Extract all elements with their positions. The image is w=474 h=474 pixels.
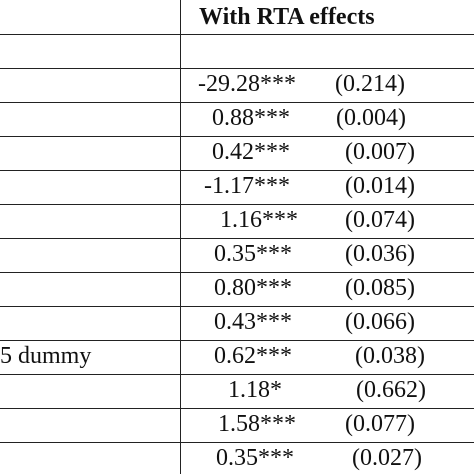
std-error-cell: (0.085) (345, 275, 415, 301)
coefficient-cell: 0.42*** (212, 139, 290, 165)
coefficient-cell: 0.80*** (214, 275, 292, 301)
coefficient-cell: 1.16*** (220, 207, 298, 233)
std-error-cell: (0.038) (355, 343, 425, 369)
coefficient-cell: 0.62*** (214, 343, 292, 369)
row-label: 5 dummy (0, 343, 92, 369)
row-divider (0, 408, 474, 409)
row-divider (0, 442, 474, 443)
row-divider (0, 272, 474, 273)
coefficient-cell: 1.58*** (218, 411, 296, 437)
std-error-cell: (0.036) (345, 241, 415, 267)
std-error-cell: (0.662) (356, 377, 426, 403)
row-divider (0, 306, 474, 307)
column-divider (180, 0, 181, 474)
row-divider (0, 136, 474, 137)
std-error-cell: (0.027) (352, 445, 422, 471)
column-header-with-rta-effects: With RTA effects (199, 4, 375, 30)
std-error-cell: (0.077) (345, 411, 415, 437)
coefficient-cell: 1.18* (228, 377, 282, 403)
row-divider (0, 238, 474, 239)
row-divider (0, 34, 474, 35)
row-divider (0, 204, 474, 205)
std-error-cell: (0.004) (336, 105, 406, 131)
row-divider (0, 374, 474, 375)
coefficient-cell: 0.35*** (214, 241, 292, 267)
std-error-cell: (0.214) (335, 71, 405, 97)
std-error-cell: (0.074) (345, 207, 415, 233)
std-error-cell: (0.066) (345, 309, 415, 335)
coefficient-cell: 0.43*** (214, 309, 292, 335)
coefficient-cell: 0.35*** (216, 445, 294, 471)
coefficient-cell: -29.28*** (198, 71, 296, 97)
std-error-cell: (0.007) (345, 139, 415, 165)
std-error-cell: (0.014) (345, 173, 415, 199)
row-divider (0, 340, 474, 341)
row-divider (0, 102, 474, 103)
coefficient-cell: 0.88*** (212, 105, 290, 131)
coefficient-cell: -1.17*** (204, 173, 290, 199)
row-divider (0, 170, 474, 171)
row-divider (0, 68, 474, 69)
